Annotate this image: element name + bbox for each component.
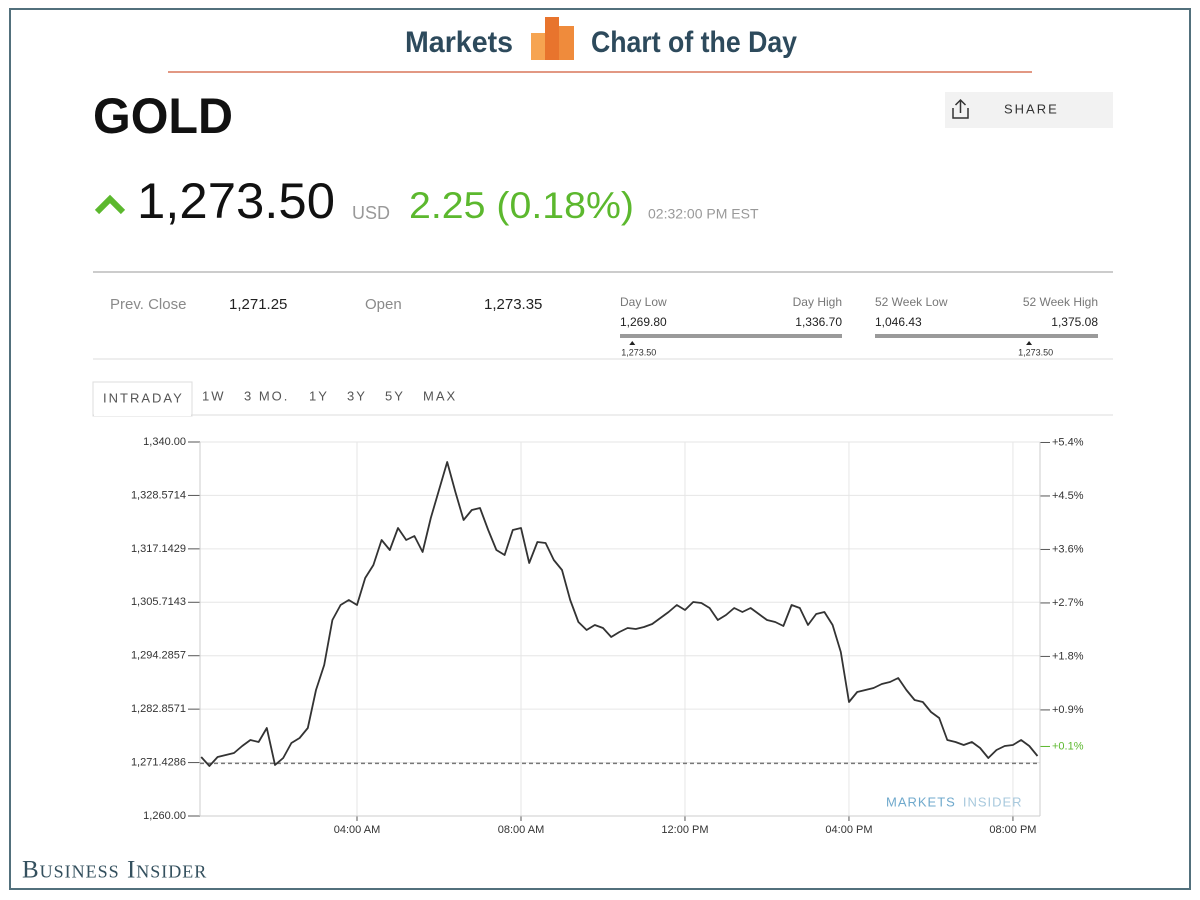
header-left: Markets	[405, 26, 513, 59]
range-marker-label: 1,273.50	[621, 347, 656, 357]
y-tick-label: 1,260.00	[143, 810, 186, 822]
range-bar	[620, 334, 842, 338]
y2-tick-label: +4.5%	[1052, 490, 1084, 502]
price-line	[200, 461, 1039, 767]
y2-tick-label: +2.7%	[1052, 597, 1084, 609]
tab[interactable]: MAX	[423, 388, 457, 403]
y2-marker-label: +0.1%	[1052, 740, 1084, 752]
day-low-label: Day Low	[620, 295, 667, 309]
range-marker-label: 1,273.50	[1018, 347, 1053, 357]
y-tick-label: 1,282.8571	[131, 703, 186, 715]
y-tick-label: 1,340.00	[143, 436, 186, 448]
watermark: MARKETS	[886, 794, 956, 809]
y2-tick-label: +3.6%	[1052, 543, 1084, 555]
y-tick-label: 1,271.4286	[131, 756, 186, 768]
y-tick-label: 1,294.2857	[131, 650, 186, 662]
footer-brand: Business Insider	[22, 857, 207, 884]
x-tick-label: 04:00 AM	[334, 824, 380, 836]
tab[interactable]: 1Y	[309, 388, 329, 403]
price: 1,273.50	[137, 173, 335, 229]
range-marker	[1026, 341, 1033, 345]
quote-time: 02:32:00 PM EST	[648, 206, 759, 222]
week52-high-value: 1,375.08	[1051, 315, 1098, 329]
x-tick-label: 08:00 AM	[498, 824, 544, 836]
x-tick-label: 04:00 PM	[825, 824, 872, 836]
x-tick-label: 12:00 PM	[661, 824, 708, 836]
range-bar	[875, 334, 1098, 338]
price-change: 2.25 (0.18%)	[409, 185, 634, 226]
frame	[9, 8, 1191, 890]
currency: USD	[352, 203, 390, 223]
up-arrow	[94, 194, 126, 215]
tab[interactable]: 1W	[202, 388, 226, 403]
prev-close-label: Prev. Close	[110, 296, 186, 313]
header-right: Chart of the Day	[591, 26, 797, 59]
prev-close-value: 1,271.25	[229, 296, 287, 313]
tab[interactable]: 5Y	[385, 388, 405, 403]
x-tick-label: 08:00 PM	[989, 824, 1036, 836]
y-tick-label: 1,317.1429	[131, 543, 186, 555]
quote-name: GOLD	[93, 88, 233, 144]
week52-low-value: 1,046.43	[875, 315, 922, 329]
day-high-value: 1,336.70	[795, 315, 842, 329]
tab[interactable]: 3 MO.	[244, 388, 289, 403]
watermark: INSIDER	[963, 794, 1023, 809]
tab-active	[92, 381, 193, 417]
day-high-label: Day High	[793, 295, 842, 309]
open-value: 1,273.35	[484, 296, 542, 313]
open-label: Open	[365, 296, 402, 313]
y-tick-label: 1,305.7143	[131, 596, 186, 608]
header-icon	[531, 17, 574, 60]
y2-tick-label: +1.8%	[1052, 650, 1084, 662]
day-low-value: 1,269.80	[620, 315, 667, 329]
y2-tick-label: +5.4%	[1052, 436, 1084, 448]
share-button[interactable]: SHARE	[945, 92, 1113, 128]
y-tick-label: 1,328.5714	[131, 489, 186, 501]
share-label[interactable]: SHARE	[1004, 101, 1059, 116]
y2-tick-label: +0.9%	[1052, 704, 1084, 716]
range-marker	[629, 341, 636, 345]
week52-high-label: 52 Week High	[1023, 295, 1098, 309]
week52-low-label: 52 Week Low	[875, 295, 948, 309]
tab[interactable]: 3Y	[347, 388, 367, 403]
tab[interactable]: INTRADAY	[103, 390, 184, 405]
